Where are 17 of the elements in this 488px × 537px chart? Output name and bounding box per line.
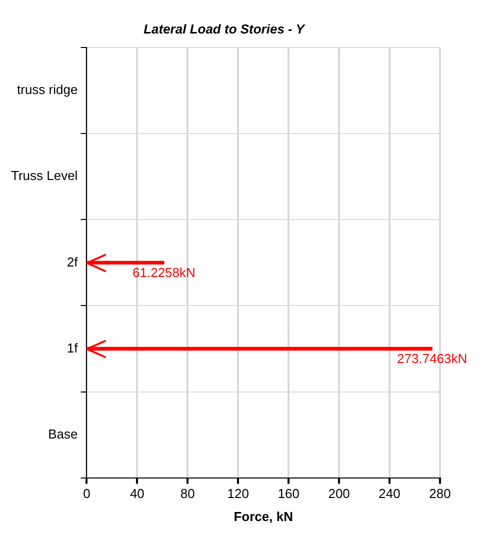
data-label: 61.2258kN [132,264,196,280]
data-label: 273.7463kN [397,350,468,366]
x-tick-label: 200 [328,486,350,502]
x-tick-label: 120 [227,486,249,502]
chart-title: Lateral Load to Stories - Y [144,21,306,36]
y-tick-label: Truss Level [10,168,78,184]
y-tick-label: truss ridge [17,82,78,98]
x-tick-label: 0 [83,486,90,502]
x-tick-label: 40 [130,486,144,502]
x-axis-title: Force, kN [234,508,293,524]
x-tick-label: 160 [278,486,300,502]
y-tick-label: 1f [66,340,78,356]
x-tick-label: 280 [429,486,451,502]
y-tick-label: Base [48,426,78,442]
y-tick-label: 2f [66,254,78,270]
x-tick-label: 80 [180,486,195,502]
x-tick-label: 240 [378,486,400,502]
